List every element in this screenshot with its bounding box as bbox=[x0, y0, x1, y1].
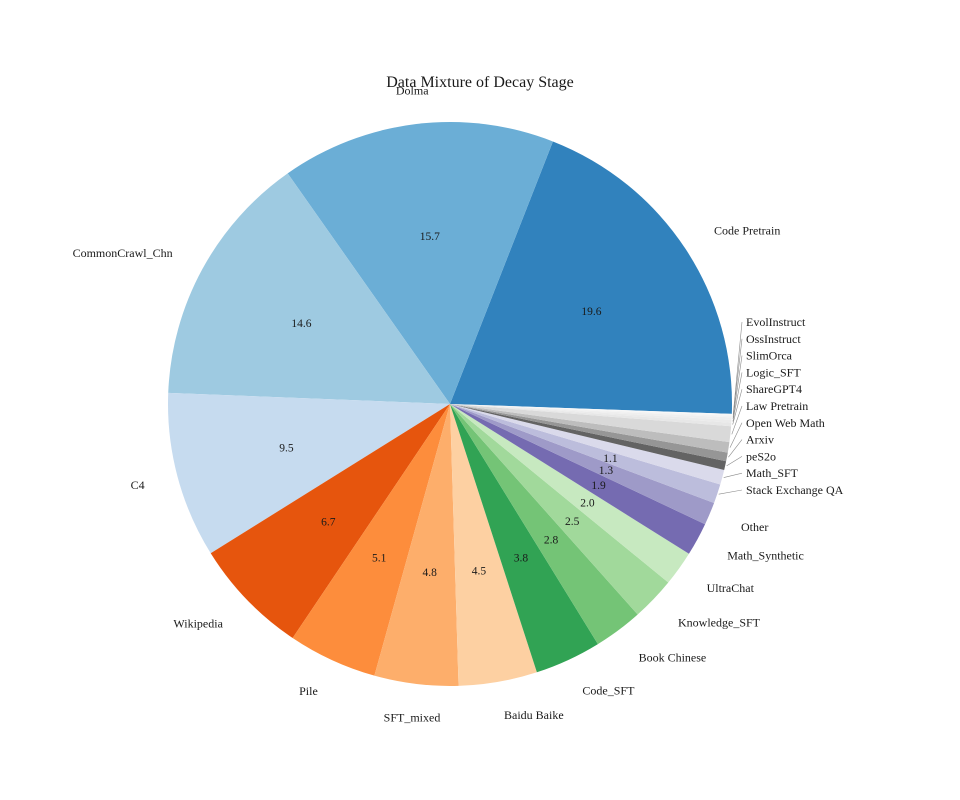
slice-label: EvolInstruct bbox=[746, 315, 806, 329]
pie-value-labels: 19.6 15.7 14.6 9.5 6.7 5.1 4.8 4.5 3.8 2.8 2.52.0 1… bbox=[279, 231, 618, 579]
slice-label: ShareGPT4 bbox=[746, 382, 802, 396]
leader-line bbox=[726, 456, 743, 467]
pie-slice-other bbox=[450, 404, 715, 525]
slice-label: Knowledge_SFT bbox=[678, 616, 761, 630]
pie-slice-commoncrawl-chn bbox=[168, 173, 450, 404]
pie-slice-open-web-math bbox=[450, 404, 730, 453]
leader-line bbox=[732, 389, 743, 425]
pie-slice-book-chinese bbox=[450, 404, 638, 645]
pie-slice-pile bbox=[292, 404, 450, 676]
slice-label: Code Pretrain bbox=[714, 224, 780, 238]
leader-line bbox=[728, 439, 743, 458]
slice-label: Math_Synthetic bbox=[727, 548, 804, 562]
pie-slice-ossinstruct bbox=[450, 404, 732, 418]
slice-label: Baidu Baike bbox=[504, 708, 564, 722]
slice-label: Open Web Math bbox=[746, 416, 825, 430]
pie-slice-code-pretrain bbox=[450, 141, 733, 414]
pie-slice-code-sft bbox=[450, 404, 598, 673]
pie-slice-baidu-baike bbox=[450, 404, 537, 686]
leader-line bbox=[718, 489, 743, 495]
pie-slice-sft-mixed bbox=[374, 404, 459, 687]
slice-label: Other bbox=[741, 520, 768, 534]
value-label: 5.1 bbox=[372, 553, 387, 565]
pie-slice-evolinstruct bbox=[450, 404, 732, 416]
slice-label: Math_SFT bbox=[746, 466, 799, 480]
slice-label: SFT_mixed bbox=[384, 711, 441, 725]
value-label: 1.9 bbox=[591, 480, 606, 492]
slice-label: Arxiv bbox=[746, 433, 774, 447]
pie-slice-arxiv bbox=[450, 404, 728, 462]
leader-line bbox=[729, 422, 743, 448]
value-label: 9.5 bbox=[279, 442, 294, 454]
value-label: 3.8 bbox=[514, 553, 529, 565]
value-label: 15.7 bbox=[420, 231, 440, 243]
leader-line bbox=[732, 338, 743, 417]
value-label: 2.8 bbox=[544, 535, 559, 547]
leader-line bbox=[732, 321, 743, 415]
slice-label: Logic_SFT bbox=[746, 365, 801, 379]
slice-label: CommonCrawl_Chn bbox=[73, 246, 173, 260]
slice-label: peS2o bbox=[746, 449, 776, 463]
pie-slice-dolma bbox=[287, 121, 553, 404]
slice-label: Book Chinese bbox=[639, 650, 707, 664]
leader-line bbox=[732, 355, 743, 419]
pie-slice-sharegpt4 bbox=[450, 404, 732, 427]
pie-slice-math-sft bbox=[450, 404, 725, 485]
slice-label: Dolma bbox=[396, 83, 429, 97]
leader-line bbox=[731, 405, 743, 435]
leader-line bbox=[732, 372, 743, 422]
pie-leader-lines bbox=[718, 321, 743, 495]
value-label: 14.6 bbox=[291, 318, 311, 330]
pie-slice-ultrachat bbox=[450, 404, 689, 583]
value-label: 4.8 bbox=[423, 567, 438, 579]
pie-slice-slimorca bbox=[450, 404, 732, 421]
value-label: 1.3 bbox=[599, 465, 614, 477]
pie-slice-math-synthetic bbox=[450, 404, 706, 554]
pie-wedges bbox=[167, 121, 733, 687]
pie-slice-knowledge-sft bbox=[450, 404, 669, 615]
value-label: 4.5 bbox=[472, 566, 487, 578]
slice-label: OssInstruct bbox=[746, 332, 801, 346]
pie-slice-pes2o bbox=[450, 404, 727, 470]
slice-label: SlimOrca bbox=[746, 349, 793, 363]
leader-line bbox=[723, 472, 743, 478]
pie-slice-law-pretrain bbox=[450, 404, 732, 443]
slice-label: Pile bbox=[299, 684, 318, 698]
slice-label: Law Pretrain bbox=[746, 399, 808, 413]
slice-label: UltraChat bbox=[707, 581, 755, 595]
value-label: 6.7 bbox=[321, 517, 336, 529]
pie-slice-wikipedia bbox=[210, 404, 450, 639]
pie-slice-c4 bbox=[167, 392, 451, 554]
pie-slice-logic-sft bbox=[450, 404, 732, 423]
slice-label: C4 bbox=[131, 478, 145, 492]
value-label: 1.1 bbox=[603, 453, 618, 465]
slice-label: Stack Exchange QA bbox=[746, 483, 844, 497]
value-label: 2.0 bbox=[580, 498, 595, 510]
pie-slice-stack-exchange-qa bbox=[450, 404, 721, 503]
slice-label: Wikipedia bbox=[173, 617, 223, 631]
value-label: 19.6 bbox=[581, 306, 601, 318]
chart-title: Data Mixture of Decay Stage bbox=[386, 74, 574, 91]
value-label: 2.5 bbox=[565, 516, 580, 528]
slice-label: Code_SFT bbox=[582, 684, 635, 698]
pie-slice-labels: Code Pretrain Dolma CommonCrawl_Chn C4 Wikip… bbox=[73, 83, 844, 724]
